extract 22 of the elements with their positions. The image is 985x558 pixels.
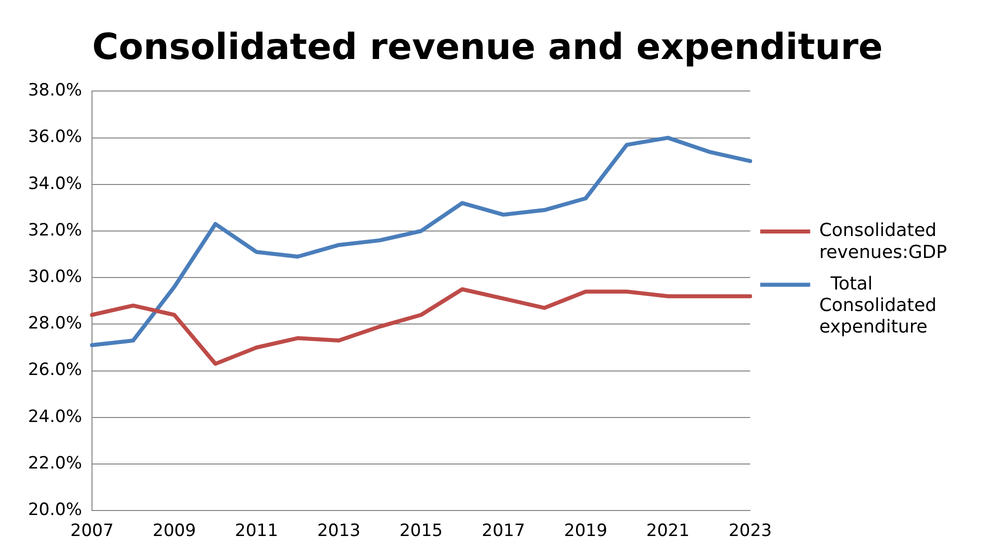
legend-label: Consolidated revenues:GDP: [819, 220, 948, 263]
y-tick-label: 38.0%: [28, 80, 82, 101]
y-tick-label: 34.0%: [28, 174, 82, 194]
chart-title: Consolidated revenue and expenditure: [92, 26, 883, 68]
y-tick-label: 28.0%: [28, 314, 82, 334]
legend-label: Total Consolidated expenditure: [819, 273, 937, 338]
y-tick-label: 30.0%: [28, 267, 82, 288]
x-tick-label: 2009: [152, 521, 196, 542]
y-tick-label: 22.0%: [28, 453, 82, 474]
x-tick-label: 2021: [646, 521, 690, 542]
y-tick-label: 36.0%: [28, 127, 82, 148]
x-tick-label: 2015: [399, 521, 443, 542]
x-tick-label: 2019: [564, 521, 608, 542]
x-tick-label: 2013: [317, 521, 360, 542]
y-tick-label: 32.0%: [28, 220, 82, 240]
x-tick-label: 2023: [728, 521, 772, 542]
x-tick-label: 2017: [482, 521, 526, 542]
x-tick-label: 2007: [70, 521, 114, 542]
y-tick-label: 26.0%: [28, 360, 82, 380]
y-tick-label: 20.0%: [28, 500, 82, 520]
x-tick-label: 2011: [234, 521, 278, 542]
y-tick-label: 24.0%: [28, 406, 82, 427]
